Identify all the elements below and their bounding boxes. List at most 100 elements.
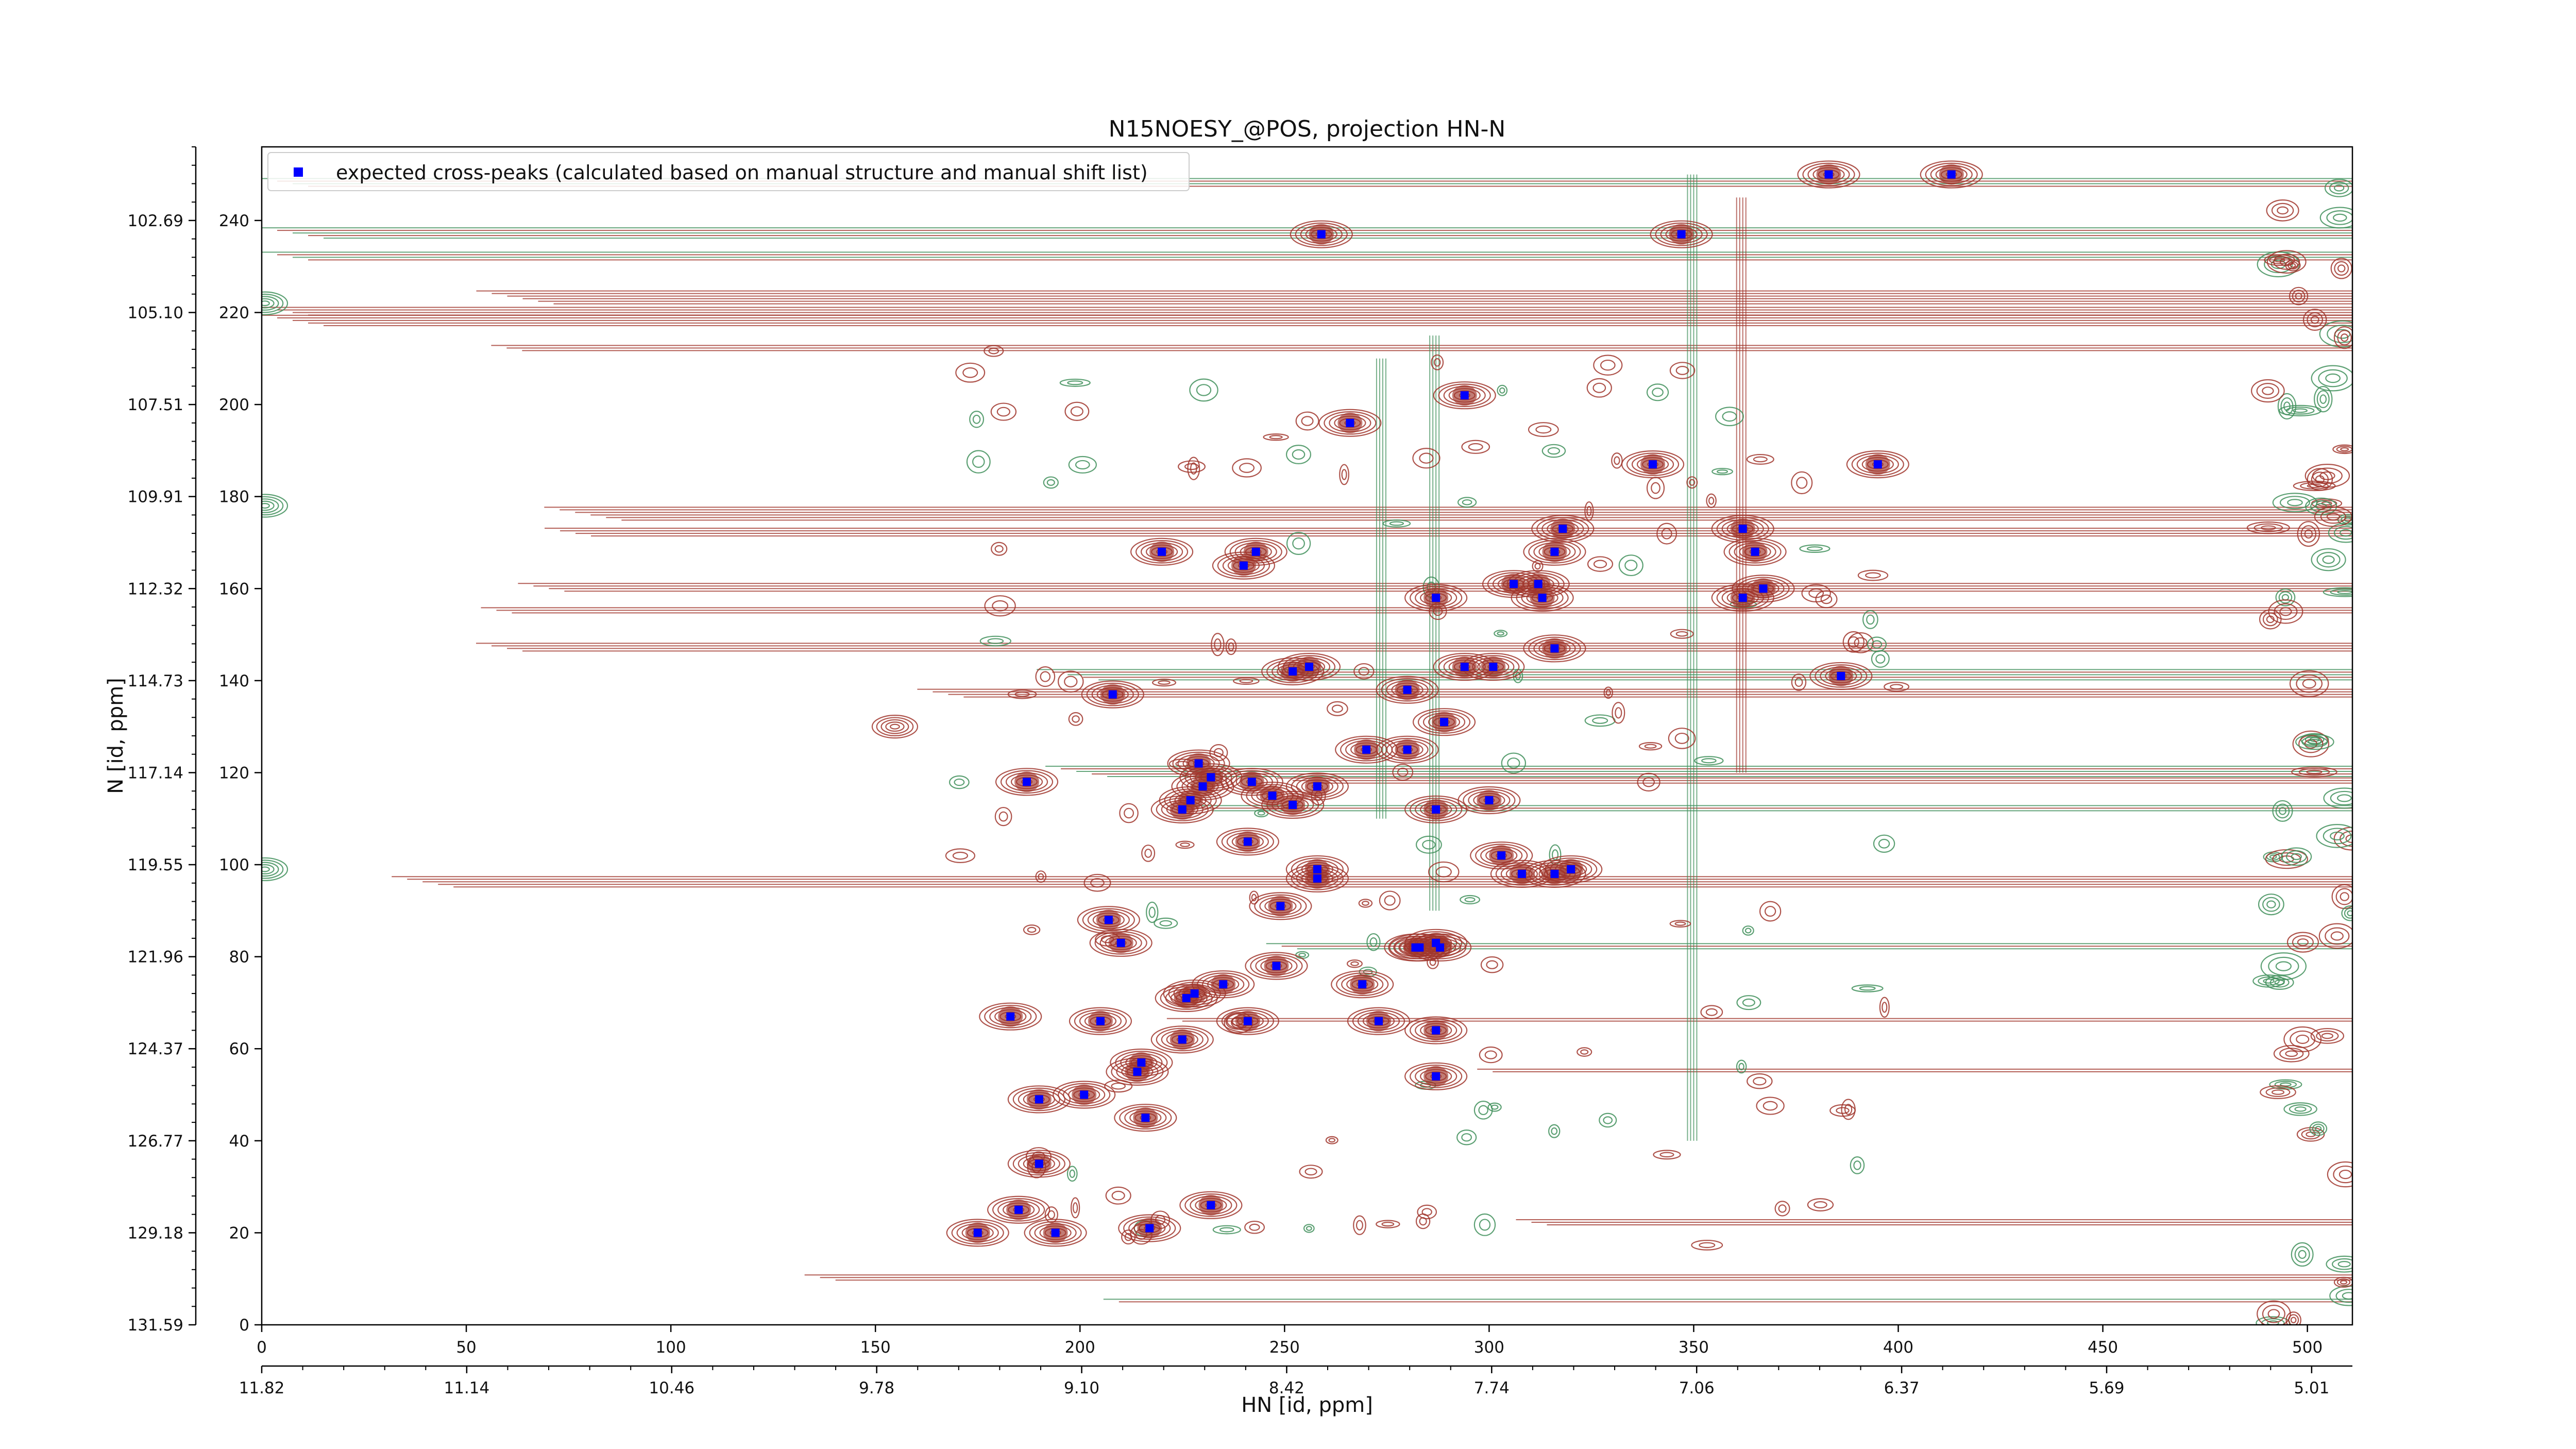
cross-peak-marker [1116,938,1125,947]
weak-contour [1064,401,1090,421]
peak-contour [1245,952,1308,980]
peak-contour [1920,160,1983,189]
weak-contour [1473,1213,1496,1236]
cross-peak-marker [1374,1017,1383,1025]
isolated-contour [262,498,279,513]
weak-contour [1043,476,1059,489]
edge-contour [2291,766,2337,778]
edge-contour [2252,974,2285,988]
cross-peak-marker [1432,1072,1440,1081]
edge-contour [2268,956,2299,976]
y-index-tick-label: 20 [229,1224,249,1242]
peak-contour [1851,452,1904,476]
peak-contour [1024,1219,1087,1247]
edge-contour [2333,1276,2352,1288]
peak-contour [1324,411,1377,435]
y-index-tick-label: 160 [219,580,249,598]
edge-contour [2321,1033,2333,1039]
weak-contour [1460,895,1481,905]
weak-contour [1484,1050,1497,1059]
peak-contour [1482,570,1546,598]
weak-contour [1326,701,1348,716]
weak-contour [1669,920,1691,928]
cross-peak-marker [1517,869,1526,878]
peak-contour [1007,1150,1071,1178]
cross-peak-marker [1738,594,1747,602]
cross-peak-marker [1104,916,1113,924]
x-ppm-tick-label: 6.37 [1884,1379,1920,1397]
weak-contour [1497,384,1508,396]
weak-contour [1068,456,1097,474]
weak-contour [1232,458,1262,478]
weak-contour [1593,560,1607,568]
cross-peak-marker [1247,778,1256,786]
weak-contour [1659,1152,1674,1158]
weak-contour [1007,689,1037,699]
weak-contour [1046,479,1055,486]
weak-contour [1419,452,1434,464]
edge-contour [2335,1289,2352,1303]
weak-contour [1105,1186,1131,1205]
peak-contour [1723,537,1787,566]
weak-contour [1040,671,1051,682]
peak-contour [1545,857,1598,881]
peak-contour [995,768,1059,796]
cross-peak-marker [1190,989,1199,998]
weak-contour [1331,704,1343,713]
weak-contour [1435,866,1452,878]
weak-contour [955,362,986,383]
weak-contour [1742,998,1755,1007]
edge-contour [2323,787,2352,809]
weak-contour [1433,358,1441,367]
edge-contour [2340,333,2349,342]
edge-contour [2292,408,2308,413]
peak-contour [1221,830,1274,854]
isolated-contour [871,715,919,739]
cross-peak-marker [1510,580,1518,588]
cross-peak-marker [1313,865,1321,873]
peak-contour [1216,1007,1279,1035]
weak-contour [1882,1002,1888,1013]
weak-contour [1376,1220,1400,1228]
weak-contour [1742,925,1754,936]
weak-contour [1339,464,1349,485]
peak-contour [987,1195,1050,1224]
isolated-contour [262,862,279,877]
edge-contour [2253,523,2283,532]
edge-contour [2272,852,2301,866]
peak-contour [1528,540,1581,564]
weak-contour [979,635,1011,647]
weak-contour [1124,807,1134,819]
weak-contour [1586,506,1592,516]
peak-contour [1249,892,1312,920]
weak-contour [1762,1101,1778,1111]
y-index-tick-label: 200 [219,396,249,414]
weak-contour [1072,1202,1078,1214]
peak-contour [1216,828,1279,856]
edge-contour [2279,807,2286,815]
weak-contour [1600,359,1616,371]
weak-contour [1871,640,1883,649]
y-index-tick-label: 180 [219,488,249,507]
cross-peak-marker [1824,170,1833,179]
cross-peak-marker [1346,418,1354,427]
y-index-tick-label: 120 [219,764,249,782]
isolated-contour [262,293,284,313]
peak-contour [1523,537,1586,566]
legend: expected cross-peaks (calculated based o… [267,152,1190,191]
peak-contour [1352,1009,1405,1033]
y-index-tick-label: 80 [229,948,249,967]
peak-contour [1086,682,1139,706]
edge-contour [2330,831,2345,840]
edge-contour [2340,1280,2348,1285]
edge-contour [2301,736,2328,748]
weak-contour [1249,890,1259,905]
cross-peak-marker [1035,1159,1043,1168]
peak-contour [1404,1016,1468,1044]
cross-peak-marker [1023,778,1031,786]
weak-contour [1670,629,1694,639]
weak-contour [1706,493,1717,508]
weak-contour [1599,1113,1617,1128]
isolated-contour [262,296,279,311]
weak-contour [1346,959,1363,968]
